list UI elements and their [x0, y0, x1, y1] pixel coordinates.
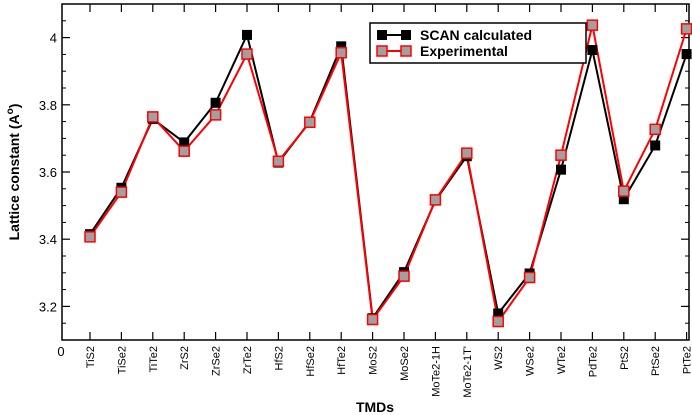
data-point-experimental [523, 271, 536, 284]
data-point-scan [650, 140, 661, 151]
data-point-experimental [461, 147, 473, 159]
x-origin-label: 0 [57, 344, 64, 359]
data-point-experimental [492, 315, 504, 328]
legend-marker-experimental-left [376, 45, 388, 57]
legend-label-experimental: Experimental [420, 43, 508, 59]
legend-entry-experimental: Experimental [376, 43, 508, 59]
data-point-experimental [272, 155, 285, 167]
data-point-experimental [649, 123, 661, 136]
data-point-scan [336, 41, 347, 52]
y-tick-label: 3.4 [39, 232, 57, 247]
x-category-label: ZrS2 [179, 346, 191, 370]
data-point-experimental [555, 149, 567, 161]
data-point-scan [493, 308, 504, 319]
data-point-scan [681, 49, 692, 60]
x-category-label: MoTe2-1H [430, 346, 442, 397]
x-category-label: WS2 [493, 346, 505, 370]
x-category-label: TiS2 [85, 346, 97, 368]
series-layer [84, 19, 692, 328]
data-point-scan [179, 137, 190, 148]
x-category-label: PtSe2 [650, 346, 662, 376]
y-axis-title-superscript: o [5, 108, 16, 114]
y-tick-label: 3.2 [39, 299, 57, 314]
data-point-experimental [586, 19, 599, 31]
data-point-experimental [209, 109, 222, 121]
y-tick-label: 3.8 [39, 98, 57, 113]
data-point-scan [618, 194, 629, 205]
data-point-scan [587, 45, 598, 56]
x-category-label: HfTe2 [336, 346, 348, 375]
data-point-experimental [429, 194, 442, 206]
data-point-experimental [304, 116, 316, 129]
x-category-label: TiTe2 [148, 346, 160, 373]
x-axis: TiS2 TiSe2 TiTe2 ZrS2 ZrSe2 ZrTe2 HfS2 HfSe2 HfT… [85, 4, 692, 398]
data-point-scan [242, 29, 252, 40]
x-category-label: WSe2 [525, 346, 537, 376]
data-point-experimental [335, 46, 347, 59]
data-point-experimental [147, 111, 159, 123]
data-point-scan [210, 97, 221, 108]
x-axis-title: TMDs [356, 399, 394, 415]
data-point-experimental [366, 313, 379, 326]
x-category-label: TiSe2 [116, 346, 128, 374]
data-point-experimental [115, 186, 128, 198]
data-point-experimental [680, 23, 692, 35]
y-axis-title-close: ) [6, 104, 22, 109]
y-tick-label: 3.6 [39, 165, 57, 180]
x-category-label: MoS2 [368, 346, 380, 375]
data-point-scan [556, 164, 566, 175]
legend-marker-scan-right [401, 30, 411, 40]
series-line-1 [89, 24, 688, 325]
x-category-label: ZrSe2 [211, 346, 223, 376]
x-category-label: PtS2 [619, 346, 631, 370]
y-axis-title: Lattice constant (Ao) [5, 104, 22, 241]
y-tick-label: 4 [50, 31, 57, 46]
data-point-experimental [241, 48, 253, 60]
x-category-label: PtTe2 [682, 346, 692, 374]
x-category-label: MoTe2-1T' [462, 346, 474, 398]
x-category-label: MoSe2 [399, 346, 411, 381]
legend-marker-scan-left [377, 30, 387, 40]
legend-label-scan: SCAN calculated [420, 27, 532, 43]
legend-entry-scan: SCAN calculated [377, 27, 532, 43]
y-axis-title-main: Lattice constant (A [6, 114, 22, 240]
x-category-label: WTe2 [556, 346, 568, 374]
series-line-0 [89, 31, 688, 321]
x-category-label: HfSe2 [305, 346, 317, 377]
legend: SCAN calculated Experimental [369, 22, 587, 64]
data-point-experimental [84, 231, 96, 243]
x-category-label: PdTe2 [587, 346, 599, 377]
data-point-experimental [618, 185, 630, 197]
x-category-label: ZrTe2 [242, 346, 254, 374]
data-point-experimental [398, 270, 410, 282]
data-point-experimental [178, 145, 190, 157]
x-category-label: HfS2 [273, 346, 285, 370]
legend-marker-experimental-right [400, 45, 412, 57]
y-axis: 3.2 3.4 3.6 3.8 4 [39, 3, 689, 341]
